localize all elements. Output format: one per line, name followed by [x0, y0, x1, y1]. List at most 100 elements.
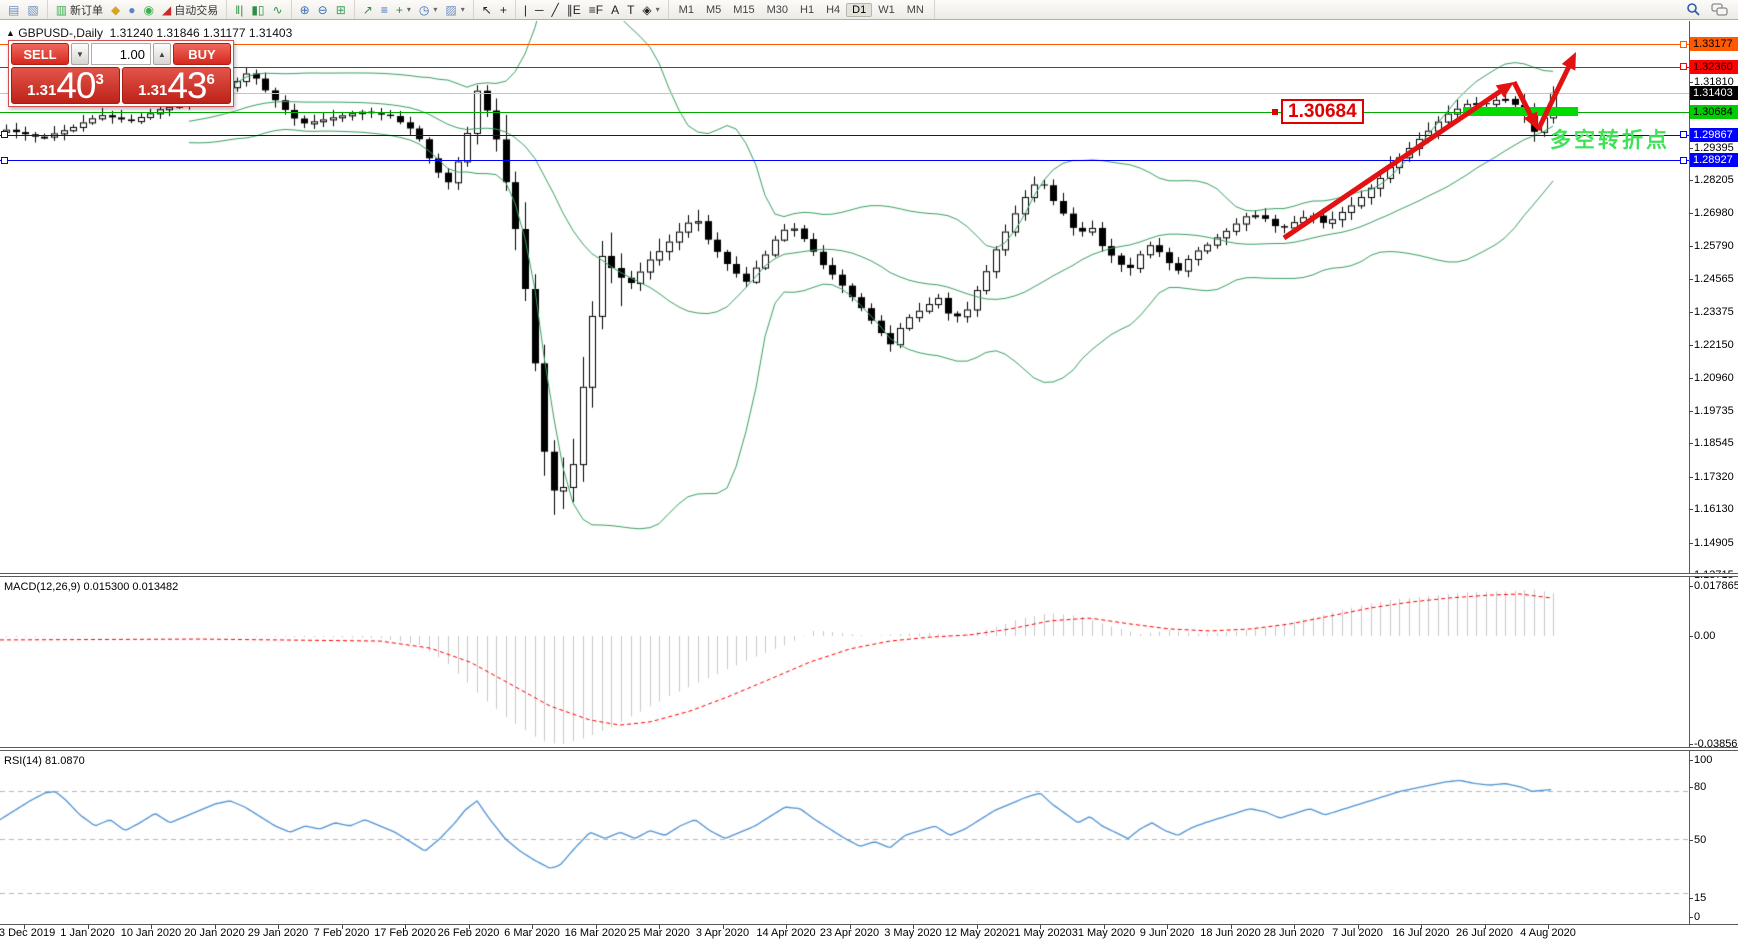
chart-symbol-header[interactable]: ▲ GBPUSD-,Daily 1.31240 1.31846 1.31177 …	[6, 26, 292, 40]
sell-button[interactable]: SELL	[11, 43, 69, 65]
trendline-button[interactable]: ╱	[547, 3, 562, 17]
timeframe-button-w1[interactable]: W1	[878, 3, 895, 16]
line-handle-right[interactable]	[1680, 131, 1687, 139]
chevron-down-icon[interactable]: ▾	[433, 5, 438, 14]
rsi-tickmark	[1689, 898, 1693, 899]
date-label[interactable]: 23 Dec 2019	[0, 927, 56, 939]
new-order-button-button[interactable]: ▥ 新订单	[52, 1, 107, 19]
date-label[interactable]: 31 May 2020	[1071, 927, 1136, 939]
date-label[interactable]: 16 Jul 2020	[1392, 927, 1450, 939]
fibonacci-button[interactable]: ≡F	[585, 3, 607, 17]
date-label[interactable]: 4 Aug 2020	[1520, 927, 1576, 939]
chevron-down-icon[interactable]: ▾	[655, 5, 660, 14]
price-callout-anchor[interactable]	[1272, 109, 1278, 116]
pane-separator-1[interactable]	[0, 747, 1738, 751]
gold-button[interactable]: ◆	[107, 3, 124, 17]
sell-quote[interactable]: 1.31 40 3	[11, 67, 120, 104]
line-chart-button[interactable]: ∿	[269, 3, 287, 17]
date-label[interactable]: 29 Jan 2020	[247, 927, 309, 939]
date-label[interactable]: 16 Mar 2020	[564, 927, 627, 939]
volume-up-button[interactable]: ▲	[153, 43, 171, 65]
price-axis-border[interactable]	[1689, 21, 1690, 924]
line-handle-left[interactable]	[1, 156, 8, 164]
date-label[interactable]: 25 Mar 2020	[628, 927, 690, 939]
chevron-down-icon[interactable]: ▾	[460, 5, 465, 14]
timeframe-button-h1[interactable]: H1	[800, 3, 815, 16]
crosshair-button[interactable]: +	[496, 3, 511, 17]
timeframe-button-h4[interactable]: H4	[826, 3, 841, 16]
date-label[interactable]: 9 Jun 2020	[1139, 927, 1195, 939]
horizontal-level-line[interactable]	[0, 66, 1689, 68]
highlight-band[interactable]	[1463, 107, 1578, 116]
date-label[interactable]: 7 Feb 2020	[313, 927, 370, 939]
search-icon[interactable]	[1686, 2, 1701, 17]
add-indicator-button[interactable]: + ▾	[392, 3, 415, 17]
buy-button[interactable]: BUY	[173, 43, 231, 65]
profiles-button[interactable]: ▧	[23, 3, 42, 17]
line-handle-right[interactable]	[1680, 156, 1687, 164]
timeframe-button-m15[interactable]: M15	[733, 3, 755, 16]
shapes-button[interactable]: ◈ ▾	[638, 3, 663, 17]
date-label[interactable]: 17 Feb 2020	[374, 927, 436, 939]
cursor-button[interactable]: ↖	[478, 3, 496, 17]
horizontal-level-line[interactable]	[0, 44, 1689, 46]
auto-trading-button-button[interactable]: ◢ 自动交易	[158, 1, 222, 19]
date-label[interactable]: 18 Jun 2020	[1200, 927, 1261, 939]
horizontal-level-line[interactable]	[0, 160, 1689, 162]
objects-list-button[interactable]: ≡	[377, 3, 392, 17]
volume-input[interactable]: 1.00	[91, 43, 151, 65]
timeframe-button-m1[interactable]: M1	[678, 3, 694, 16]
line-handle-right[interactable]	[1680, 63, 1687, 71]
date-label[interactable]: 20 Jan 2020	[184, 927, 245, 939]
pane-separator-0[interactable]	[0, 573, 1738, 577]
equidistant-channel-button[interactable]: ∥E	[563, 3, 585, 17]
zoom-in-button[interactable]: ⊕	[296, 3, 314, 17]
template-button[interactable]: ▨ ▾	[441, 3, 468, 17]
new-chart-button[interactable]: ▤	[4, 3, 23, 17]
timeframe-button-m5[interactable]: M5	[705, 3, 722, 16]
date-label[interactable]: 12 May 2020	[944, 927, 1009, 939]
zoom-out-icon: ⊖	[317, 2, 328, 17]
price-callout-box[interactable]: 1.30684	[1281, 99, 1364, 124]
horizontal-level-line[interactable]	[0, 112, 1689, 114]
volume-down-button[interactable]: ▼	[71, 43, 89, 65]
date-label[interactable]: 14 Apr 2020	[756, 927, 816, 939]
horizontal-line-button[interactable]: ─	[531, 3, 548, 17]
text-label-button[interactable]: T	[623, 3, 638, 17]
chat-icon[interactable]	[1711, 2, 1728, 17]
date-label[interactable]: 3 Apr 2020	[695, 927, 750, 939]
text-icon: A	[611, 2, 620, 17]
signal-button[interactable]: ◉	[140, 3, 158, 17]
horizontal-level-line[interactable]	[0, 92, 1689, 94]
zoom-out-button[interactable]: ⊖	[314, 3, 332, 17]
accounts-button[interactable]: ●	[124, 3, 139, 17]
line-handle-left[interactable]	[1, 131, 8, 139]
vertical-line-button[interactable]: |	[520, 3, 531, 17]
date-label[interactable]: 6 Mar 2020	[504, 927, 560, 939]
date-label[interactable]: 21 May 2020	[1008, 927, 1072, 939]
timeframe-button-d1[interactable]: D1	[846, 2, 873, 17]
date-label[interactable]: 26 Feb 2020	[437, 927, 500, 939]
indicator-list-button[interactable]: ↗	[359, 3, 377, 17]
date-label[interactable]: 7 Jul 2020	[1332, 927, 1383, 939]
periods-clock-button[interactable]: ◷ ▾	[415, 3, 442, 17]
tile-windows-button[interactable]: ⊞	[332, 3, 350, 17]
date-label[interactable]: 1 Jan 2020	[60, 927, 115, 939]
chinese-annotation-text[interactable]: 多空转折点	[1550, 129, 1670, 152]
date-label[interactable]: 23 Apr 2020	[819, 927, 880, 939]
date-label[interactable]: 10 Jan 2020	[120, 927, 182, 939]
text-button[interactable]: A	[607, 3, 623, 17]
timeframe-button-mn[interactable]: MN	[906, 3, 924, 16]
line-handle-right[interactable]	[1680, 40, 1687, 48]
collapse-icon[interactable]: ▲	[6, 28, 15, 38]
horizontal-level-line[interactable]	[0, 134, 1689, 136]
date-label[interactable]: 3 May 2020	[884, 927, 942, 939]
date-label[interactable]: 28 Jun 2020	[1263, 927, 1325, 939]
chevron-down-icon[interactable]: ▾	[406, 5, 411, 14]
buy-quote[interactable]: 1.31 43 6	[122, 67, 231, 104]
bar-chart-button[interactable]: ‖|	[231, 3, 247, 17]
candlestick-chart-button[interactable]: ▮▯	[247, 3, 268, 17]
date-label[interactable]: 26 Jul 2020	[1456, 927, 1513, 939]
timeframe-button-m30[interactable]: M30	[766, 3, 789, 16]
